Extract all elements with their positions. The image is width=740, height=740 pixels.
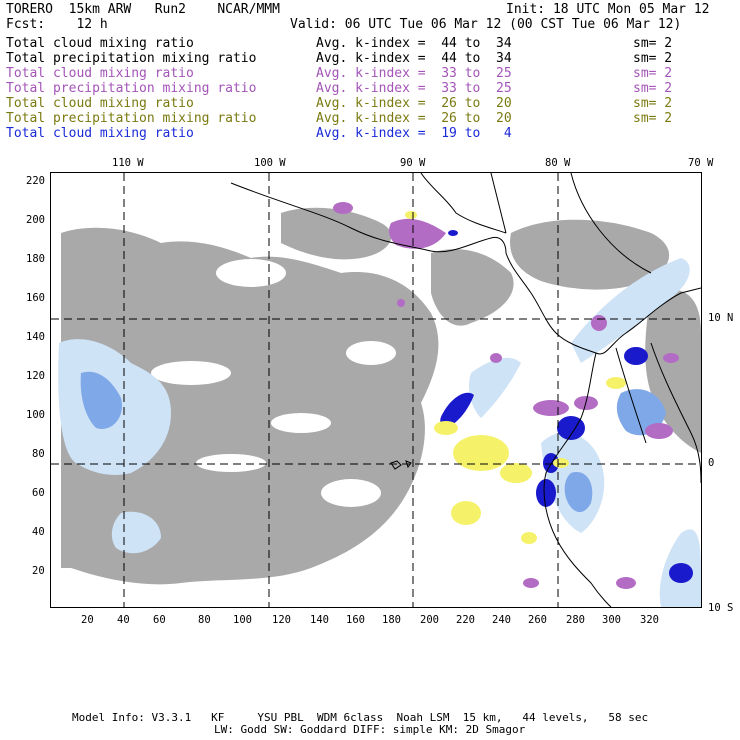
forecast-hour: Fcst: 12 h bbox=[6, 17, 108, 32]
x-tick-label: 180 bbox=[382, 614, 401, 626]
legend-kindex: Avg. k-index = 44 to 34 bbox=[316, 36, 512, 51]
lat-label: 0 bbox=[708, 457, 715, 469]
legend-name: Total cloud mixing ratio bbox=[6, 126, 194, 141]
init-time: Init: 18 UTC Mon 05 Mar 12 bbox=[506, 2, 710, 17]
lon-label: 90 W bbox=[400, 157, 426, 169]
x-tick-label: 220 bbox=[456, 614, 475, 626]
legend-smoothing: sm= 2 bbox=[633, 111, 673, 126]
legend-name: Total precipitation mixing ratio bbox=[6, 51, 257, 66]
lon-label: 70 W bbox=[688, 157, 714, 169]
x-tick-label: 100 bbox=[233, 614, 252, 626]
x-tick-label: 140 bbox=[310, 614, 329, 626]
lat-label: 10 S bbox=[708, 602, 734, 614]
cloud-field-yellow bbox=[405, 211, 626, 544]
legend-smoothing: sm= 2 bbox=[633, 66, 673, 81]
legend-kindex: Avg. k-index = 33 to 25 bbox=[316, 81, 512, 96]
legend-smoothing: sm= 2 bbox=[633, 51, 673, 66]
map-panel bbox=[50, 172, 702, 608]
lon-label: 100 W bbox=[254, 157, 286, 169]
x-tick-label: 300 bbox=[602, 614, 621, 626]
legend-kindex: Avg. k-index = 26 to 20 bbox=[316, 111, 512, 126]
graticule bbox=[51, 173, 701, 607]
y-tick-label: 80 bbox=[32, 448, 45, 460]
legend-name: Total cloud mixing ratio bbox=[6, 66, 194, 81]
legend-kindex: Avg. k-index = 19 to 4 bbox=[316, 126, 512, 141]
legend-name: Total cloud mixing ratio bbox=[6, 36, 194, 51]
legend-smoothing: sm= 2 bbox=[633, 81, 673, 96]
y-tick-label: 60 bbox=[32, 487, 45, 499]
legend-name: Total cloud mixing ratio bbox=[6, 96, 194, 111]
x-tick-label: 320 bbox=[640, 614, 659, 626]
x-tick-label: 280 bbox=[566, 614, 585, 626]
x-tick-label: 240 bbox=[492, 614, 511, 626]
y-tick-label: 160 bbox=[26, 292, 45, 304]
legend-name: Total precipitation mixing ratio bbox=[6, 81, 257, 96]
y-tick-label: 40 bbox=[32, 526, 45, 538]
x-tick-label: 200 bbox=[420, 614, 439, 626]
legend-name: Total precipitation mixing ratio bbox=[6, 111, 257, 126]
y-tick-label: 20 bbox=[32, 565, 45, 577]
model-title: TORERO 15km ARW Run2 NCAR/MMM bbox=[6, 2, 280, 17]
valid-time: Valid: 06 UTC Tue 06 Mar 12 (00 CST Tue … bbox=[290, 17, 682, 32]
lon-label: 110 W bbox=[112, 157, 144, 169]
x-tick-label: 20 bbox=[81, 614, 94, 626]
y-tick-label: 140 bbox=[26, 331, 45, 343]
physics-info: LW: Godd SW: Goddard DIFF: simple KM: 2D… bbox=[214, 723, 526, 736]
legend-kindex: Avg. k-index = 44 to 34 bbox=[316, 51, 512, 66]
x-tick-label: 120 bbox=[272, 614, 291, 626]
legend-smoothing: sm= 2 bbox=[633, 96, 673, 111]
legend-smoothing: sm= 2 bbox=[633, 36, 673, 51]
y-tick-label: 200 bbox=[26, 214, 45, 226]
lat-label: 10 N bbox=[708, 312, 734, 324]
y-tick-label: 120 bbox=[26, 370, 45, 382]
model-info: Model Info: V3.3.1 KF YSU PBL WDM 6class… bbox=[72, 711, 649, 724]
cloud-field-purple bbox=[333, 202, 679, 589]
x-tick-label: 40 bbox=[117, 614, 130, 626]
y-tick-label: 100 bbox=[26, 409, 45, 421]
x-tick-label: 80 bbox=[198, 614, 211, 626]
x-tick-label: 160 bbox=[346, 614, 365, 626]
x-tick-label: 60 bbox=[153, 614, 166, 626]
x-tick-label: 260 bbox=[528, 614, 547, 626]
coastlines bbox=[230, 173, 701, 607]
legend-kindex: Avg. k-index = 26 to 20 bbox=[316, 96, 512, 111]
cloud-field-darkblue bbox=[440, 230, 693, 583]
y-tick-label: 180 bbox=[26, 253, 45, 265]
lon-label: 80 W bbox=[545, 157, 571, 169]
legend-kindex: Avg. k-index = 33 to 25 bbox=[316, 66, 512, 81]
y-tick-label: 220 bbox=[26, 175, 45, 187]
map-canvas bbox=[51, 173, 701, 607]
